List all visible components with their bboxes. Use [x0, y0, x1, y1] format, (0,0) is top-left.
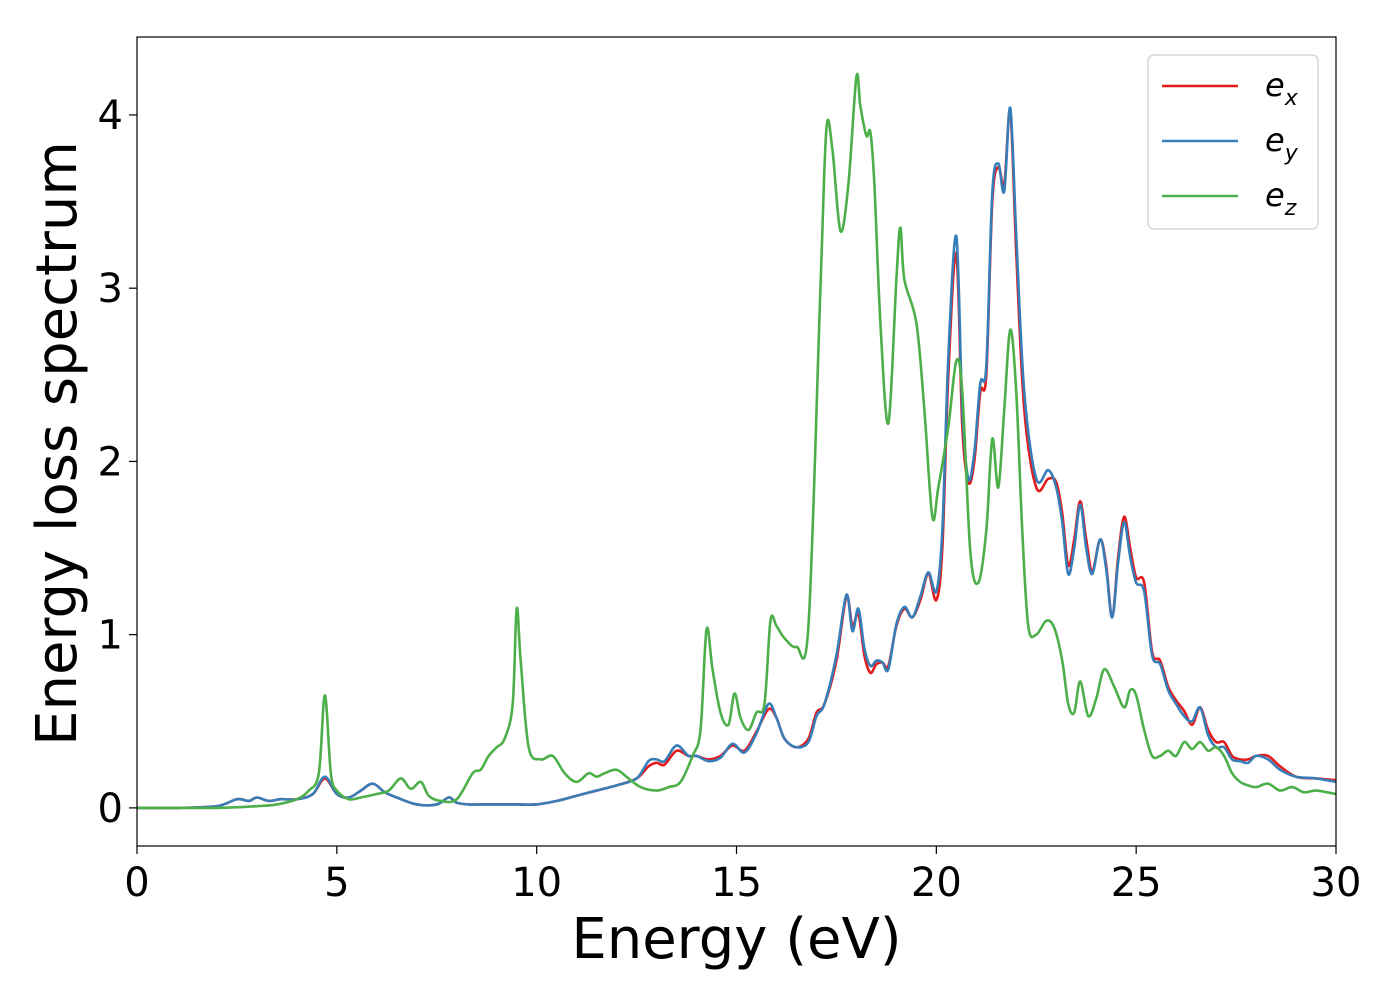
x-tick-label: 10 — [511, 860, 562, 906]
legend-label-x: ex — [1265, 66, 1299, 111]
y-axis-title: Energy loss spectrum — [25, 141, 90, 746]
legend-label-y: ey — [1265, 121, 1299, 166]
series-lines — [137, 72, 1336, 810]
x-tick-label: 15 — [711, 860, 762, 906]
x-tick-label: 0 — [124, 860, 149, 906]
y-tick-label: 0 — [98, 786, 123, 832]
series-line-z — [137, 72, 1336, 810]
x-tick-label: 25 — [1111, 860, 1162, 906]
x-tick-label: 20 — [911, 860, 962, 906]
x-tick-label: 5 — [324, 860, 349, 906]
legend: ex ey ez — [1147, 54, 1319, 230]
x-axis-title: Energy (eV) — [571, 907, 901, 972]
legend-label-z: ez — [1265, 176, 1297, 221]
series-line-y — [137, 106, 1336, 810]
y-tick-label: 1 — [98, 613, 123, 659]
y-tick-label: 2 — [98, 439, 123, 485]
y-tick-label: 4 — [98, 93, 123, 139]
axis-ticks: 0 5 10 15 20 25 30 0 1 2 3 4 — [98, 93, 1362, 906]
x-tick-label: 30 — [1311, 860, 1362, 906]
y-tick-label: 3 — [98, 266, 123, 312]
